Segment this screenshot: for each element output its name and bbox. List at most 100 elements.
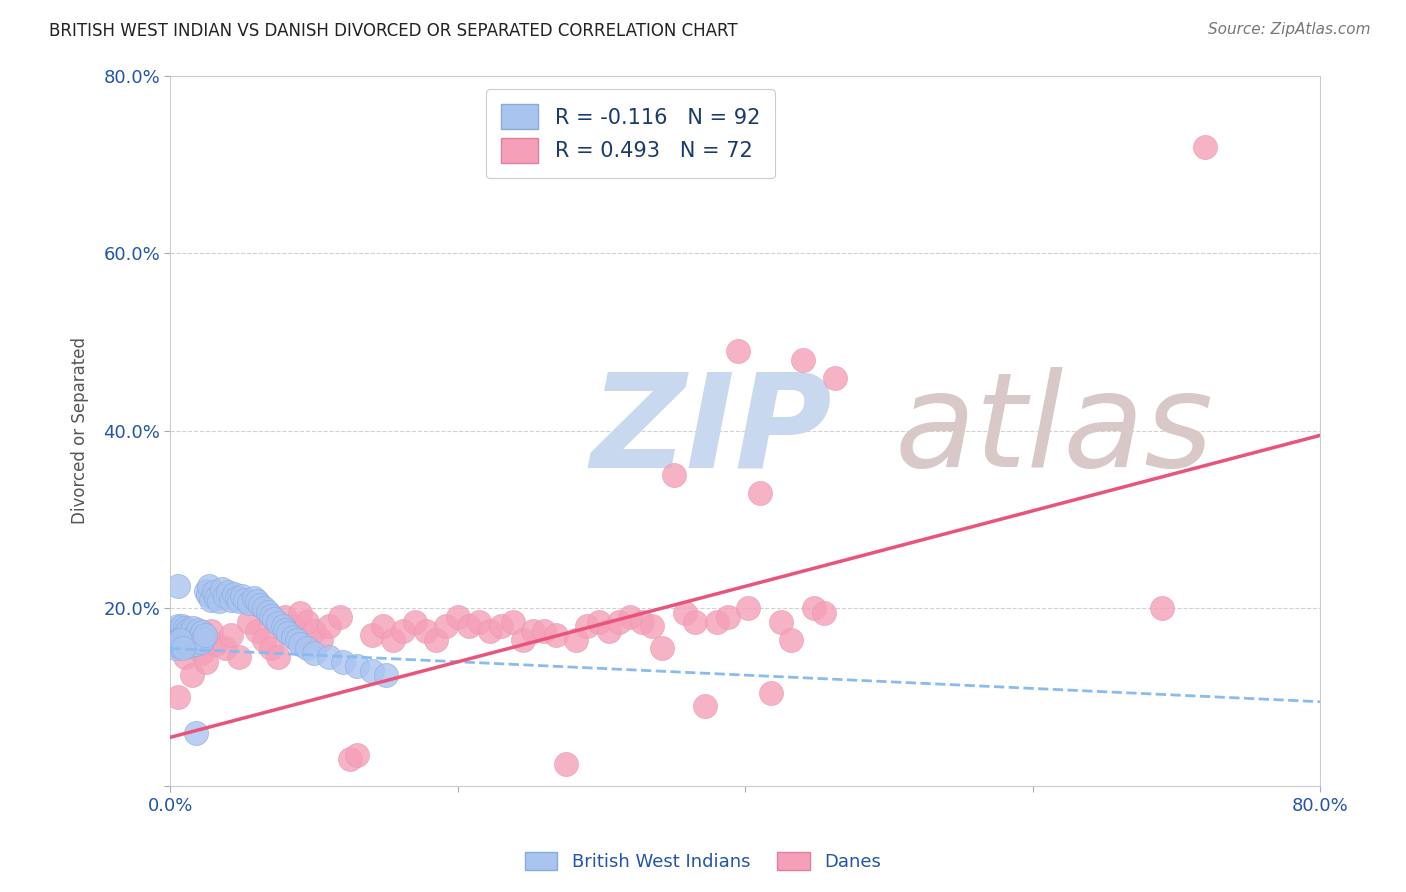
Point xyxy=(717,610,740,624)
Point xyxy=(170,630,193,644)
Point xyxy=(651,641,673,656)
Point xyxy=(214,589,236,603)
Point xyxy=(257,605,280,619)
Point xyxy=(253,632,276,647)
Point xyxy=(824,370,846,384)
Point xyxy=(288,637,311,651)
Point xyxy=(200,592,222,607)
Point xyxy=(165,637,187,651)
Point xyxy=(179,626,201,640)
Point xyxy=(360,628,382,642)
Point xyxy=(173,621,195,635)
Point xyxy=(706,615,728,629)
Point xyxy=(202,585,225,599)
Point xyxy=(249,598,271,612)
Point xyxy=(246,594,269,608)
Text: Source: ZipAtlas.com: Source: ZipAtlas.com xyxy=(1208,22,1371,37)
Point xyxy=(183,621,205,635)
Point xyxy=(193,632,215,646)
Point xyxy=(200,624,222,638)
Point xyxy=(205,591,228,605)
Point xyxy=(285,633,308,648)
Point xyxy=(181,624,204,639)
Point xyxy=(208,594,231,608)
Point xyxy=(607,615,630,629)
Point xyxy=(392,624,415,638)
Point xyxy=(533,624,555,638)
Point xyxy=(727,343,749,358)
Point xyxy=(346,659,368,673)
Point xyxy=(522,624,544,638)
Point xyxy=(770,615,793,629)
Point xyxy=(267,650,290,665)
Point xyxy=(166,690,188,705)
Point xyxy=(295,615,318,629)
Point xyxy=(267,615,290,630)
Point xyxy=(238,596,260,610)
Point xyxy=(176,623,198,637)
Point xyxy=(195,655,218,669)
Point xyxy=(166,579,188,593)
Point xyxy=(190,635,212,649)
Point xyxy=(253,601,276,615)
Point xyxy=(197,588,219,602)
Point xyxy=(1194,139,1216,153)
Point xyxy=(233,592,256,607)
Point xyxy=(360,664,382,678)
Point xyxy=(281,619,304,633)
Point xyxy=(375,668,398,682)
Point xyxy=(311,632,333,647)
Point xyxy=(172,632,194,647)
Point xyxy=(165,626,187,640)
Point xyxy=(436,619,458,633)
Point xyxy=(489,619,512,633)
Point xyxy=(167,633,190,648)
Point xyxy=(169,637,191,651)
Point xyxy=(748,486,770,500)
Point xyxy=(225,591,247,605)
Point xyxy=(641,619,664,633)
Point xyxy=(181,635,204,649)
Point xyxy=(803,601,825,615)
Point xyxy=(222,587,245,601)
Point xyxy=(183,628,205,642)
Text: atlas: atlas xyxy=(896,368,1213,494)
Point xyxy=(169,621,191,635)
Point xyxy=(260,641,283,656)
Point xyxy=(458,619,481,633)
Point xyxy=(217,585,239,599)
Point xyxy=(813,606,835,620)
Point xyxy=(163,628,186,642)
Point xyxy=(184,632,207,647)
Legend: British West Indians, Danes: British West Indians, Danes xyxy=(517,845,889,879)
Point xyxy=(181,668,204,682)
Point xyxy=(186,726,208,740)
Point xyxy=(219,628,242,642)
Point xyxy=(162,632,184,647)
Point xyxy=(173,635,195,649)
Point xyxy=(179,639,201,653)
Point xyxy=(219,592,242,607)
Point xyxy=(302,646,325,660)
Point xyxy=(598,624,620,638)
Point xyxy=(174,632,197,646)
Point xyxy=(683,615,706,629)
Point xyxy=(332,655,354,669)
Point xyxy=(180,630,202,644)
Point xyxy=(166,619,188,633)
Point xyxy=(191,646,214,660)
Point xyxy=(277,626,299,640)
Point xyxy=(243,591,266,605)
Point xyxy=(173,626,195,640)
Point xyxy=(274,623,297,637)
Point xyxy=(695,699,717,714)
Point xyxy=(373,619,395,633)
Point xyxy=(170,624,193,638)
Point xyxy=(169,632,191,647)
Point xyxy=(447,610,470,624)
Legend: R = -0.116   N = 92, R = 0.493   N = 72: R = -0.116 N = 92, R = 0.493 N = 72 xyxy=(486,89,775,178)
Point xyxy=(195,583,218,598)
Point xyxy=(404,615,426,629)
Point xyxy=(172,641,194,656)
Point xyxy=(170,619,193,633)
